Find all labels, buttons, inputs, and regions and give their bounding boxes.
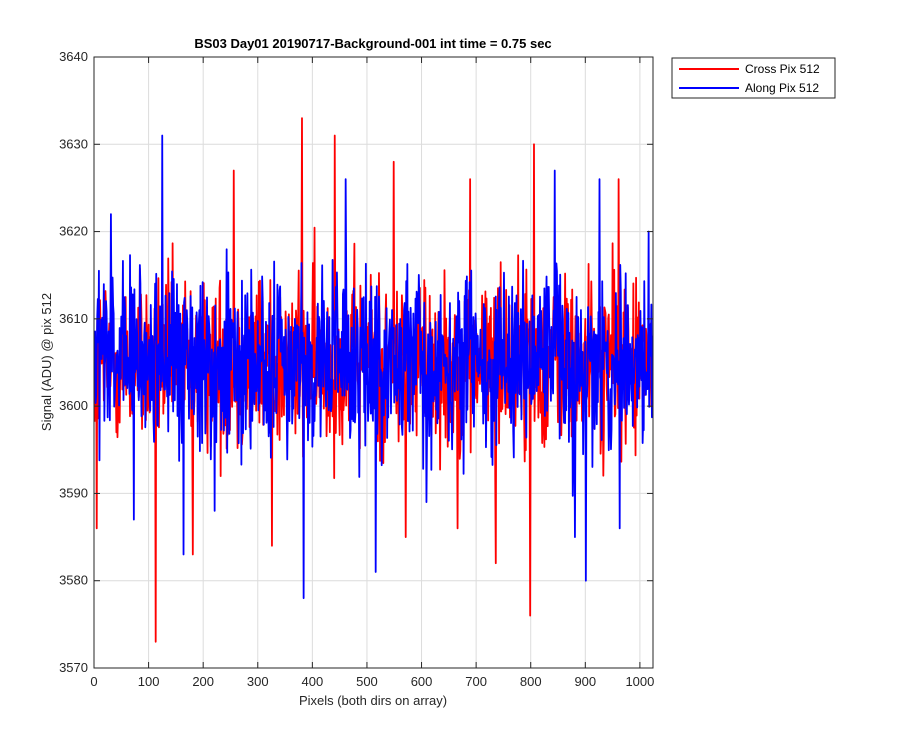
x-tick-label: 0 <box>90 674 97 689</box>
y-tick-label: 3620 <box>59 224 88 239</box>
x-axis-label: Pixels (both dirs on array) <box>299 693 447 708</box>
legend-label-cross: Cross Pix 512 <box>745 62 820 76</box>
x-tick-label: 200 <box>192 674 214 689</box>
x-tick-label: 500 <box>356 674 378 689</box>
legend: Cross Pix 512 Along Pix 512 <box>671 57 836 99</box>
chart-title: BS03 Day01 20190717-Background-001 int t… <box>194 36 551 51</box>
y-tick-label: 3610 <box>59 311 88 326</box>
x-tick-label: 600 <box>411 674 433 689</box>
y-tick-label: 3630 <box>59 136 88 151</box>
axes-box <box>93 56 654 669</box>
y-tick-label: 3640 <box>59 49 88 64</box>
y-tick-label: 3590 <box>59 485 88 500</box>
legend-label-along: Along Pix 512 <box>745 81 819 95</box>
axis-ticks: 0 100 200 300 400 500 600 700 800 900 1000 3570 3580… <box>59 49 654 689</box>
x-tick-label: 900 <box>574 674 596 689</box>
x-tick-label: 100 <box>138 674 160 689</box>
x-tick-label: 400 <box>302 674 324 689</box>
legend-box <box>671 57 836 99</box>
series-line-along <box>94 134 653 600</box>
x-tick-label: 300 <box>247 674 269 689</box>
x-tick-label: 700 <box>465 674 487 689</box>
x-tick-label: 800 <box>520 674 542 689</box>
y-tick-label: 3580 <box>59 573 88 588</box>
y-axis-label: Signal (ADU) @ pix 512 <box>39 293 54 431</box>
y-tick-label: 3570 <box>59 660 88 675</box>
x-tick-label: 1000 <box>625 674 654 689</box>
series-lines <box>94 117 653 643</box>
y-tick-label: 3600 <box>59 398 88 413</box>
